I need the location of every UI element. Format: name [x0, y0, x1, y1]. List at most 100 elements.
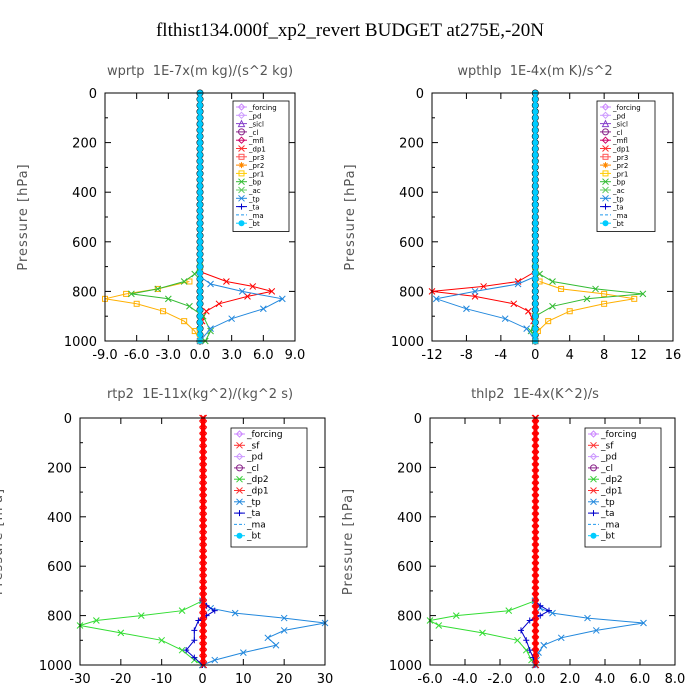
legend-marker: [238, 203, 245, 210]
data-point: [532, 575, 540, 582]
data-point: [200, 426, 208, 434]
data-point: [197, 263, 203, 270]
x-tick-label: -20: [110, 672, 131, 687]
data-point: [200, 507, 208, 514]
legend-marker: [590, 510, 597, 517]
x-tick-label: 0.0: [525, 672, 546, 687]
data-point: [200, 630, 208, 638]
legend-item-bt: _bt: [236, 220, 260, 228]
data-point: [532, 426, 540, 434]
data-point: [197, 189, 203, 196]
data-point: [200, 562, 208, 570]
legend-label: _ac: [612, 187, 625, 195]
data-point: [532, 451, 540, 459]
legend-item-bp: _bp: [600, 178, 626, 187]
x-tick-label: -4.0: [452, 672, 477, 687]
data-point: [532, 445, 540, 453]
y-tick-label: 400: [47, 511, 72, 526]
data-point: [280, 614, 288, 622]
data-point: [207, 325, 214, 332]
series-pr1: [532, 278, 638, 344]
data-point: [200, 655, 208, 663]
legend-label: _pr2: [612, 162, 628, 170]
y-tick-label: 600: [399, 236, 424, 251]
data-point: [532, 433, 540, 440]
legend-marker: [236, 441, 243, 449]
data-point: [200, 575, 208, 582]
x-tick-label: 30: [317, 672, 334, 687]
x-tick-label: 4.0: [595, 672, 616, 687]
legend-item-dp1: _dp1: [234, 487, 269, 497]
legend-item-ta: _ta: [600, 203, 624, 212]
legend-marker: [237, 119, 246, 128]
data-point: [197, 226, 203, 233]
data-point: [537, 612, 544, 619]
data-point: [207, 327, 214, 335]
legend-marker: [590, 475, 597, 483]
y-tick-label: 400: [72, 186, 97, 201]
legend-item-ma: _ma: [234, 520, 266, 530]
legend-item-ta: _ta: [234, 509, 261, 519]
y-tick-label: 0: [414, 412, 422, 427]
data-point: [532, 649, 540, 657]
data-point: [197, 195, 203, 202]
legend-marker: [602, 162, 609, 169]
data-point: [197, 325, 203, 332]
data-point: [532, 464, 540, 471]
data-point: [200, 525, 208, 533]
legend-item-cl: _cl: [600, 128, 622, 137]
data-point: [532, 245, 539, 251]
legend-marker: [602, 145, 609, 152]
data-point: [200, 544, 208, 552]
data-point: [557, 634, 565, 642]
x-tick-label: 20: [276, 672, 293, 687]
legend-label: _forcing: [612, 104, 641, 112]
panel-2-title: wpthlp 1E-4x(m K)/s^2: [457, 64, 613, 79]
legend-marker: [236, 464, 243, 472]
data-point: [197, 183, 203, 189]
data-point: [272, 641, 280, 649]
legend-item-dp1: _dp1: [600, 145, 630, 154]
data-point: [197, 145, 203, 152]
data-point: [123, 290, 130, 297]
legend-item-bp: _bp: [236, 178, 262, 187]
series-line: [199, 276, 284, 342]
legend-label: _ma: [600, 520, 620, 530]
legend: _forcing_sf _pd_cl_dp2 _dp1_tp_ta_ma _bt: [230, 427, 308, 548]
legend-marker: [602, 170, 609, 177]
x-tick-label: -12: [421, 348, 442, 363]
data-point: [549, 278, 556, 285]
data-point: [532, 624, 540, 632]
legend-marker: [238, 170, 245, 177]
data-point: [532, 170, 539, 177]
legend-marker: [236, 532, 243, 539]
legend-item-mfl: _mfl: [600, 136, 628, 145]
legend-marker: [238, 162, 245, 169]
data-point: [178, 607, 186, 615]
data-point: [532, 606, 540, 613]
data-point: [532, 263, 539, 270]
data-point: [532, 439, 540, 447]
data-point: [532, 307, 539, 313]
y-tick-label: 200: [47, 461, 72, 476]
data-point: [479, 629, 486, 637]
data-point: [197, 232, 203, 239]
data-point: [631, 295, 638, 302]
data-point: [532, 158, 539, 165]
data-point: [532, 121, 539, 127]
data-point: [200, 624, 208, 632]
data-point: [601, 290, 608, 297]
series-sf: [200, 414, 208, 669]
data-point: [211, 656, 219, 664]
panel-3-title: rtp2 1E-11x(kg^2)/(kg^2 s): [106, 387, 294, 402]
data-point: [532, 562, 540, 570]
data-point: [532, 201, 539, 208]
legend-label: _bt: [248, 220, 260, 228]
data-point: [200, 587, 208, 595]
series-dp1: [428, 268, 539, 345]
legend-marker: [590, 487, 597, 494]
legend-marker: [602, 203, 609, 210]
data-point: [532, 636, 540, 644]
legend-label: _bt: [612, 220, 624, 228]
legend-marker: [237, 103, 246, 111]
